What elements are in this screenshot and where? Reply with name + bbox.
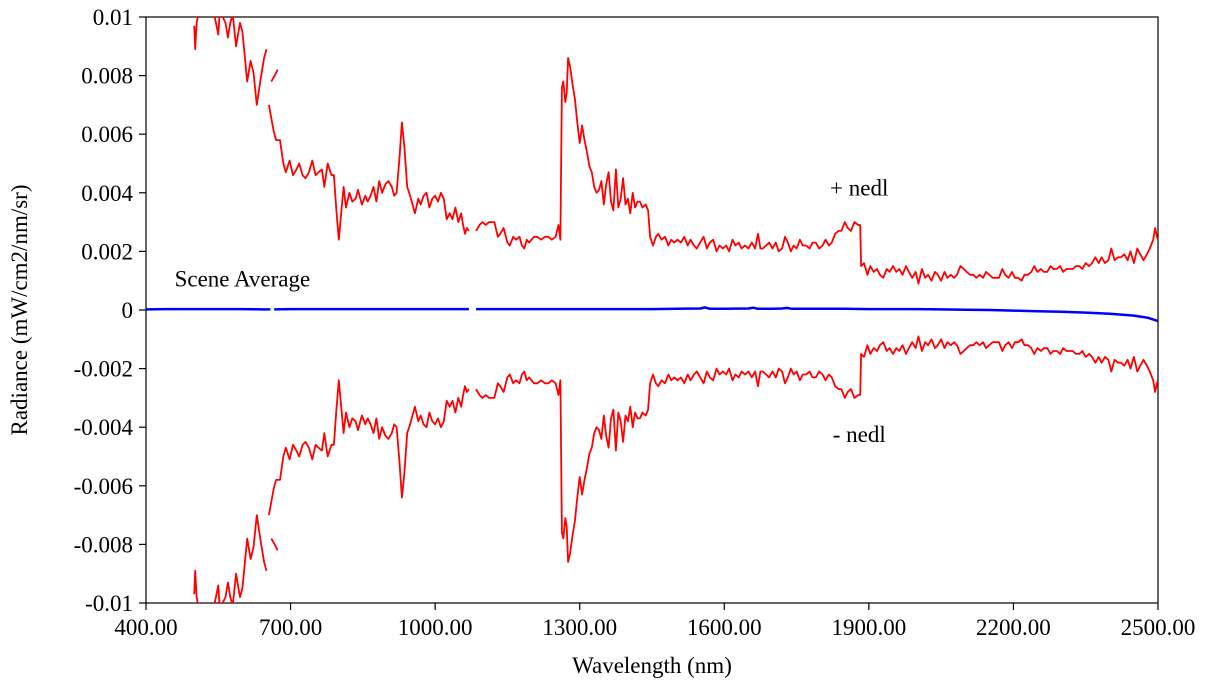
x-tick-label: 400.00 (114, 615, 177, 640)
y-tick-label: -0.002 (74, 357, 133, 382)
y-axis-title: Radiance (mW/cm2/nm/sr) (7, 184, 32, 435)
y-tick-label: 0.01 (93, 5, 133, 30)
annotation-label: Scene Average (175, 267, 311, 292)
x-tick-label: 1600.00 (687, 615, 762, 640)
y-tick-label: 0.006 (81, 122, 133, 147)
series-line-segment (270, 69, 279, 82)
series-layer (146, 17, 1158, 603)
annotation-label: + nedl (830, 176, 888, 201)
x-tick-label: 1000.00 (398, 615, 473, 640)
series-line-segment (475, 57, 1158, 285)
x-tick-label: 2500.00 (1121, 615, 1196, 640)
series-line-segment (476, 306, 1158, 323)
annotation-layer: + nedl Scene Average - nedl (175, 176, 889, 447)
series-line-segment (270, 538, 279, 551)
x-tick-label: 1900.00 (831, 615, 906, 640)
series-line-segment (193, 17, 268, 106)
y-tick-label: 0.008 (81, 64, 133, 89)
series-line-segment (475, 335, 1158, 563)
y-tick-label: -0.006 (74, 474, 133, 499)
x-tick-label: 700.00 (259, 615, 322, 640)
series-scene-average (146, 306, 1158, 323)
y-tick-label: -0.008 (74, 532, 133, 557)
series-line-segment (268, 379, 470, 516)
series-nedl (193, 335, 1158, 603)
x-tick-label: 2200.00 (976, 615, 1051, 640)
y-tick-label: -0.01 (85, 591, 133, 616)
x-axis-title: Wavelength (nm) (572, 653, 732, 678)
annotation-label: - nedl (833, 422, 886, 447)
series-line-segment (268, 104, 470, 241)
x-tick-label: 1300.00 (542, 615, 617, 640)
y-tick-label: 0.004 (81, 181, 133, 206)
y-tick-label: 0 (122, 298, 134, 323)
y-tick-label: 0.002 (81, 239, 133, 264)
series-line-segment (193, 514, 268, 603)
y-tick-label: -0.004 (74, 415, 134, 440)
ticks-layer: 400.00 700.00 1000.00 1300.00 1600.00 1900.00… (74, 5, 1196, 640)
series-nedl (193, 17, 1158, 285)
